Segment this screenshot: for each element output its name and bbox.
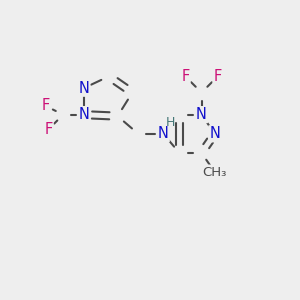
Text: N: N: [78, 81, 89, 96]
Text: F: F: [214, 69, 222, 84]
Text: F: F: [41, 98, 50, 113]
Text: F: F: [181, 69, 190, 84]
Text: N: N: [209, 126, 220, 141]
Text: N: N: [78, 107, 89, 122]
Text: F: F: [44, 122, 52, 137]
Text: CH₃: CH₃: [202, 166, 227, 178]
Text: H: H: [166, 116, 175, 129]
Text: N: N: [158, 126, 169, 141]
Text: N: N: [196, 107, 207, 122]
